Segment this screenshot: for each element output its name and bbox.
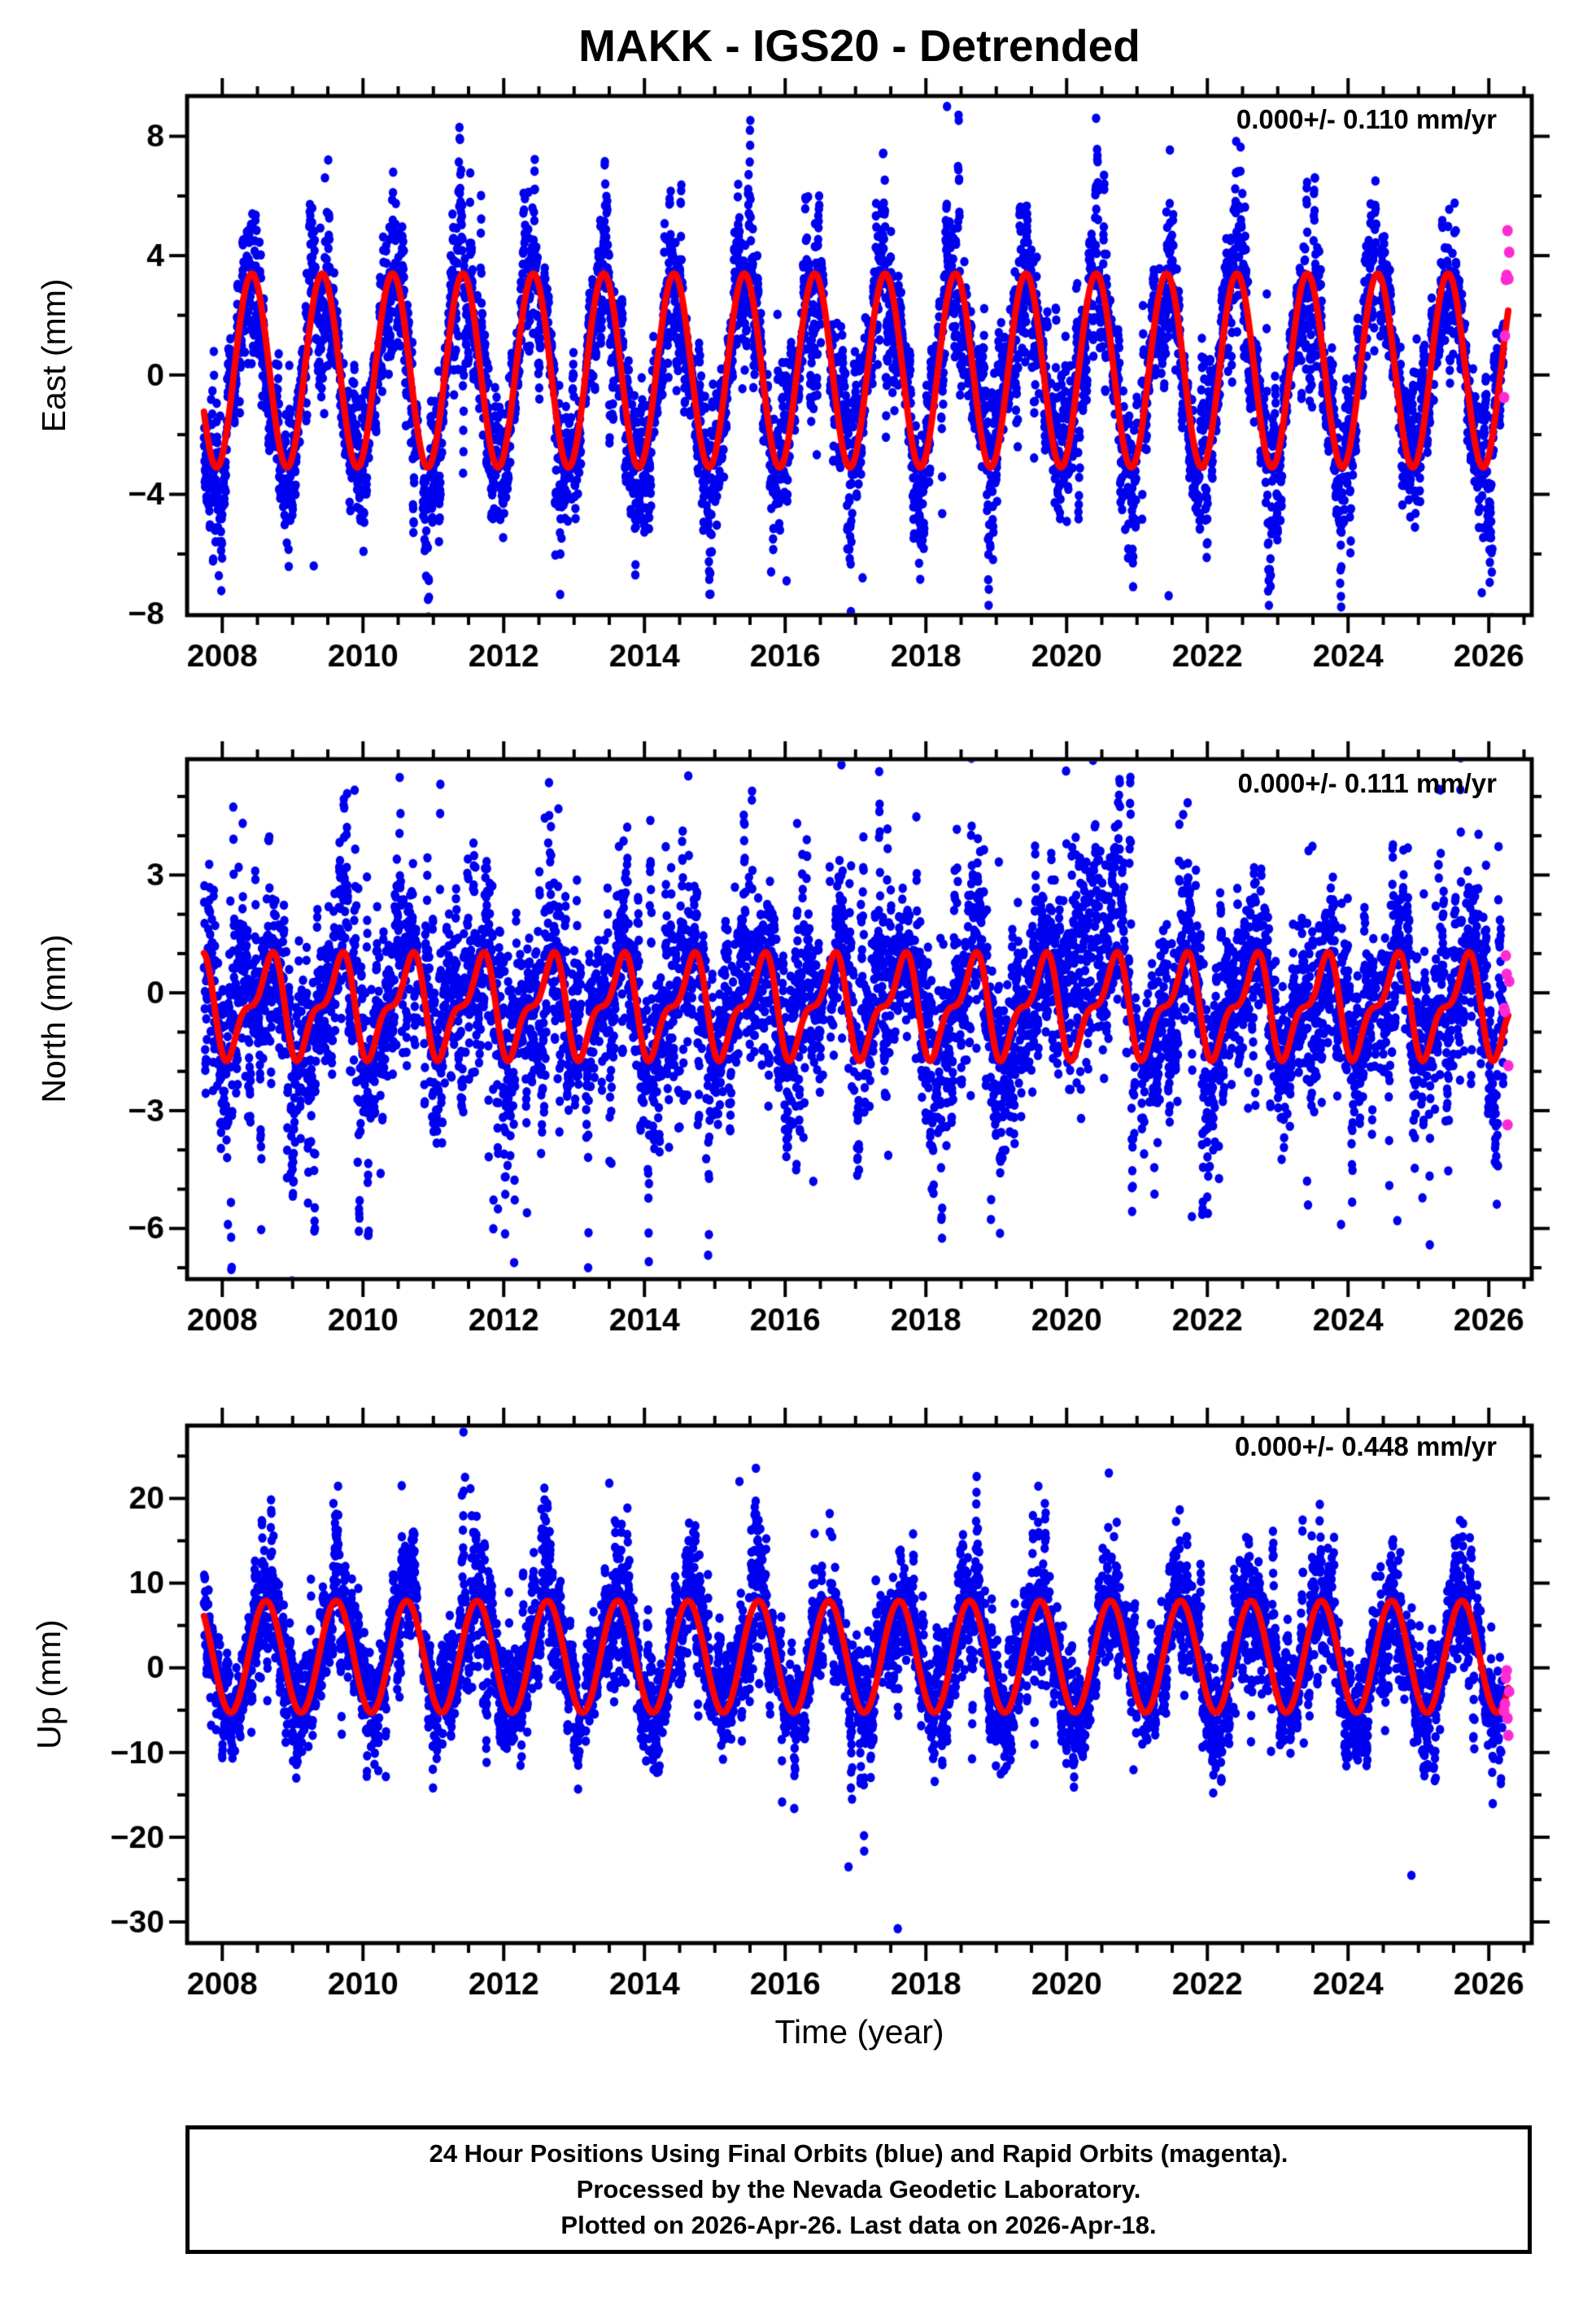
north-rate-annotation: 0.000+/- 0.111 mm/yr — [1237, 768, 1497, 798]
footer-line-orbits: 24 Hour Positions Using Final Orbits (bl… — [429, 2139, 1289, 2168]
up-axis-title: Up (mm) — [29, 1619, 68, 1749]
footer-line-dates: Plotted on 2026-Apr-26. Last data on 202… — [560, 2211, 1157, 2239]
footer-line-processed-by: Processed by the Nevada Geodetic Laborat… — [576, 2175, 1141, 2203]
page-title: MAKK - IGS20 - Detrended — [578, 20, 1140, 71]
time-axis-title: Time (year) — [774, 2013, 944, 2051]
east-rate-annotation: 0.000+/- 0.110 mm/yr — [1236, 104, 1497, 134]
up-rate-annotation: 0.000+/- 0.448 mm/yr — [1235, 1431, 1497, 1461]
east-axis-title: East (mm) — [34, 278, 72, 433]
footer-note-box: 24 Hour Positions Using Final Orbits (bl… — [185, 2125, 1532, 2254]
north-axis-title: North (mm) — [34, 934, 72, 1103]
